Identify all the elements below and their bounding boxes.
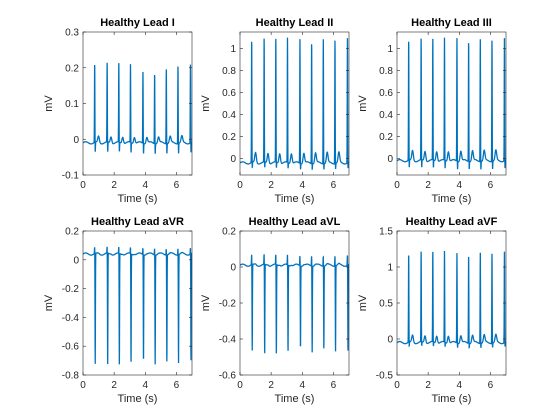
- y-tick-label: 1: [387, 263, 393, 274]
- subplot-title: Healthy Lead II: [256, 17, 334, 29]
- y-tick-label: 0.4: [379, 110, 393, 121]
- x-tick-label: 4: [457, 380, 463, 391]
- subplot-4: 0 2 4 6 -0.8 -0.6 -0.4 -0.2 0 0.2 Healthy Lead aVR…: [43, 216, 193, 405]
- y-tick-label: 0: [73, 135, 79, 146]
- y-tick-label: 0.1: [65, 99, 79, 110]
- axes-box: [239, 230, 350, 376]
- y-tick-label: -0.1: [62, 171, 80, 182]
- y-tick-label: 0.5: [379, 299, 393, 310]
- x-tick-label: 2: [268, 180, 274, 191]
- y-axis-label: mV: [200, 95, 212, 112]
- subplot-title: Healthy Lead aVF: [406, 216, 498, 228]
- y-tick-label: 0: [73, 255, 79, 266]
- y-tick-label: 0.6: [379, 88, 393, 99]
- series-line: [240, 37, 349, 170]
- x-tick-label: 0: [237, 180, 243, 191]
- y-tick-label: 1.5: [379, 227, 393, 238]
- y-tick-label: 0.4: [222, 110, 236, 121]
- y-axis-label: mV: [357, 294, 369, 311]
- x-tick-label: 4: [143, 380, 149, 391]
- y-tick-label: 0: [387, 154, 393, 165]
- y-tick-label: 0.6: [222, 88, 236, 99]
- x-tick-label: 2: [268, 380, 274, 391]
- x-axis-label: Time (s): [275, 393, 315, 405]
- y-tick-label: -0.6: [219, 371, 237, 382]
- subplot-title: Healthy Lead aVL: [249, 216, 341, 228]
- y-tick-label: 0.2: [379, 132, 393, 143]
- y-axis-label: mV: [43, 294, 55, 311]
- x-axis-label: Time (s): [118, 193, 158, 205]
- x-tick-label: 0: [237, 380, 243, 391]
- series-line: [83, 246, 192, 365]
- x-tick-label: 6: [488, 180, 494, 191]
- x-tick-label: 0: [80, 180, 86, 191]
- axes-box: [82, 31, 193, 176]
- subplot-5: 0 2 4 6 -0.6 -0.4 -0.2 0 0.2 Healthy Lead aVL Time…: [200, 216, 350, 405]
- axes-box: [239, 31, 350, 176]
- y-tick-label: 1: [230, 44, 236, 55]
- y-tick-label: 0: [230, 154, 236, 165]
- x-tick-label: 4: [143, 180, 149, 191]
- x-tick-label: 0: [80, 380, 86, 391]
- y-tick-label: 0.8: [379, 66, 393, 77]
- series-line: [397, 37, 506, 170]
- axes-box: [396, 31, 507, 176]
- series-line: [240, 254, 349, 354]
- y-tick-label: -0.4: [62, 313, 80, 324]
- y-axis-label: mV: [357, 95, 369, 112]
- x-tick-label: 6: [174, 380, 180, 391]
- subplot-title: Healthy Lead aVR: [91, 216, 184, 228]
- x-tick-label: 6: [488, 380, 494, 391]
- y-tick-label: -0.2: [62, 284, 80, 295]
- y-tick-label: 0.2: [222, 227, 236, 238]
- x-axis-label: Time (s): [118, 393, 158, 405]
- x-tick-label: 4: [300, 180, 306, 191]
- x-tick-label: 2: [425, 380, 431, 391]
- y-tick-label: 0.2: [65, 63, 79, 74]
- y-tick-label: 0.2: [65, 227, 79, 238]
- x-tick-label: 6: [331, 380, 337, 391]
- x-axis-label: Time (s): [432, 193, 472, 205]
- y-tick-label: -0.8: [62, 371, 80, 382]
- x-tick-label: 0: [394, 180, 400, 191]
- y-tick-label: 0.2: [222, 132, 236, 143]
- x-tick-label: 4: [300, 380, 306, 391]
- y-tick-label: 0: [230, 263, 236, 274]
- x-tick-label: 2: [111, 380, 117, 391]
- y-tick-label: -0.5: [376, 371, 394, 382]
- y-axis-label: mV: [43, 95, 55, 112]
- x-tick-label: 4: [457, 180, 463, 191]
- y-tick-label: 0.8: [222, 66, 236, 77]
- subplot-3: 0 2 4 6 0 0.2 0.4 0.6 0.8 1 Healthy Lead III Time (…: [357, 17, 507, 205]
- y-tick-label: 0.3: [65, 28, 79, 39]
- x-axis-label: Time (s): [432, 393, 472, 405]
- y-tick-label: 0: [387, 335, 393, 346]
- series-line: [83, 62, 192, 154]
- x-axis-label: Time (s): [275, 193, 315, 205]
- y-tick-label: -0.4: [219, 335, 237, 346]
- subplot-2: 0 2 4 6 0 0.2 0.4 0.6 0.8 1 Healthy Lead II Time (s…: [200, 17, 350, 205]
- x-tick-label: 6: [174, 180, 180, 191]
- x-tick-label: 0: [394, 380, 400, 391]
- axes-box: [396, 230, 507, 376]
- subplot-title: Healthy Lead III: [411, 17, 492, 29]
- x-tick-label: 6: [331, 180, 337, 191]
- subplot-title: Healthy Lead I: [100, 17, 175, 29]
- x-tick-label: 2: [111, 180, 117, 191]
- axes-box: [82, 230, 193, 376]
- x-tick-label: 2: [425, 180, 431, 191]
- y-tick-label: -0.2: [219, 299, 237, 310]
- y-tick-label: 1: [387, 44, 393, 55]
- y-tick-label: -0.6: [62, 342, 80, 353]
- series-line: [397, 251, 506, 349]
- y-axis-label: mV: [200, 294, 212, 311]
